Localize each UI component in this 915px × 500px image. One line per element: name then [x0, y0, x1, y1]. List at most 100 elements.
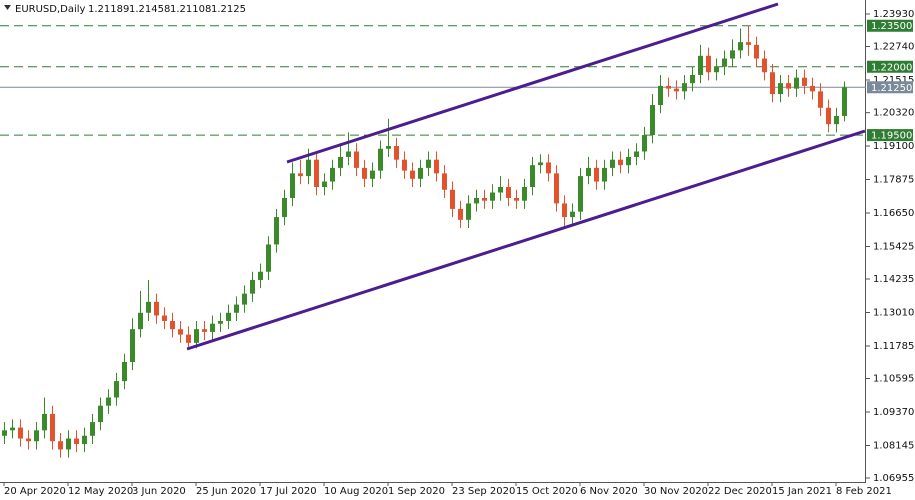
candle-body: [658, 85, 663, 106]
candle-body: [202, 329, 207, 332]
candle-body: [682, 83, 687, 92]
candle-body: [234, 304, 239, 313]
candle-body: [114, 381, 119, 398]
x-tick-label: 3 Jun 2020: [132, 486, 186, 497]
candle-body: [410, 170, 415, 179]
y-tick-label: 1.09370: [873, 407, 914, 418]
candle-body: [250, 279, 255, 294]
x-tick-label: 8 Feb 2021: [836, 486, 892, 497]
candle-body: [498, 187, 503, 193]
y-tick-label: 1.23930: [873, 9, 914, 20]
candle-body: [730, 50, 735, 59]
candle-body: [602, 167, 607, 182]
y-tick-label: 1.22740: [873, 42, 914, 53]
header-price: 1.21189: [88, 4, 129, 15]
candle-body: [178, 329, 183, 335]
candle-body: [58, 441, 63, 450]
candle-body: [490, 192, 495, 201]
symbol: EURUSD,Daily: [15, 4, 86, 15]
level-line-box: [867, 60, 913, 73]
candle-body: [330, 167, 335, 182]
candle-body: [834, 115, 839, 125]
current-price-line-label: 1.21250: [871, 83, 912, 94]
menu-arrow[interactable]: [4, 5, 11, 10]
y-tick-label: 1.13010: [873, 307, 914, 318]
candle-body: [722, 58, 727, 67]
candle-body: [586, 167, 591, 177]
candle-body: [522, 187, 527, 201]
header-price: 1.21108: [170, 4, 211, 15]
candle-body: [450, 189, 455, 209]
candle-body: [106, 397, 111, 406]
candle-body: [282, 197, 287, 218]
channel-upper: [286, 2, 779, 164]
candle-body: [402, 159, 407, 171]
candle-body: [386, 146, 391, 149]
candle-body: [794, 77, 799, 89]
candle-body: [226, 312, 231, 321]
candle-body: [458, 208, 463, 220]
candle-body: [770, 72, 775, 95]
current-price-line-box: [867, 81, 913, 94]
candle-body: [706, 55, 711, 73]
candle-body: [98, 405, 103, 423]
x-tick-label: 10 Aug 2020: [324, 486, 388, 497]
x-tick-label: 20 Apr 2020: [4, 486, 66, 497]
x-tick-label: 30 Nov 2020: [644, 486, 708, 497]
candle-body: [338, 156, 343, 168]
y-tick-label: 1.14235: [873, 274, 914, 285]
candle-body: [290, 173, 295, 198]
candle-body: [442, 173, 447, 190]
header-price: 1.21458: [129, 4, 170, 15]
level-line-label: 1.22000: [871, 62, 912, 73]
y-tick-label: 1.21515: [873, 75, 914, 86]
x-tick-label: 12 May 2020: [68, 486, 133, 497]
candle-body: [74, 438, 79, 444]
candle-body: [10, 427, 15, 431]
candle-body: [266, 244, 271, 272]
candle-body: [186, 334, 191, 343]
candle-body: [346, 151, 351, 157]
candle-body: [354, 151, 359, 168]
candle-body: [738, 42, 743, 51]
candle-body: [474, 197, 479, 204]
candle-body: [130, 329, 135, 362]
x-tick-label: 17 Jul 2020: [260, 486, 317, 497]
y-tick-label: 1.20320: [873, 108, 914, 119]
candle-body: [562, 203, 567, 218]
candle-body: [778, 83, 783, 95]
candle-body: [138, 312, 143, 330]
level-line-label: 1.19500: [871, 131, 912, 142]
candle-body: [154, 301, 159, 316]
candle-body: [370, 170, 375, 179]
candle-body: [90, 422, 95, 436]
candle-body: [530, 165, 535, 188]
candle-body: [146, 301, 151, 313]
candle-body: [314, 159, 319, 188]
candle-body: [426, 159, 431, 168]
candle-body: [666, 85, 671, 89]
candle-body: [274, 217, 279, 245]
candle-body: [394, 146, 399, 160]
candle-body: [746, 42, 751, 45]
x-tick-label: 23 Sep 2020: [452, 486, 515, 497]
candle-body: [810, 85, 815, 92]
candle-body: [170, 320, 175, 330]
y-tick-label: 1.17875: [873, 175, 914, 186]
candle-body: [818, 91, 823, 108]
x-tick-label: 25 Jun 2020: [196, 486, 256, 497]
candle-body: [506, 187, 511, 198]
candle-body: [82, 435, 87, 444]
y-tick-label: 1.06955: [873, 473, 914, 484]
candle-body: [122, 361, 127, 382]
candle-body: [634, 151, 639, 157]
candle-body: [842, 87, 847, 116]
y-tick-label: 1.11785: [873, 341, 914, 352]
candle-body: [570, 211, 575, 218]
candle-body: [26, 438, 31, 442]
candle-body: [434, 159, 439, 174]
candle-body: [626, 156, 631, 166]
candle-body: [554, 173, 559, 204]
